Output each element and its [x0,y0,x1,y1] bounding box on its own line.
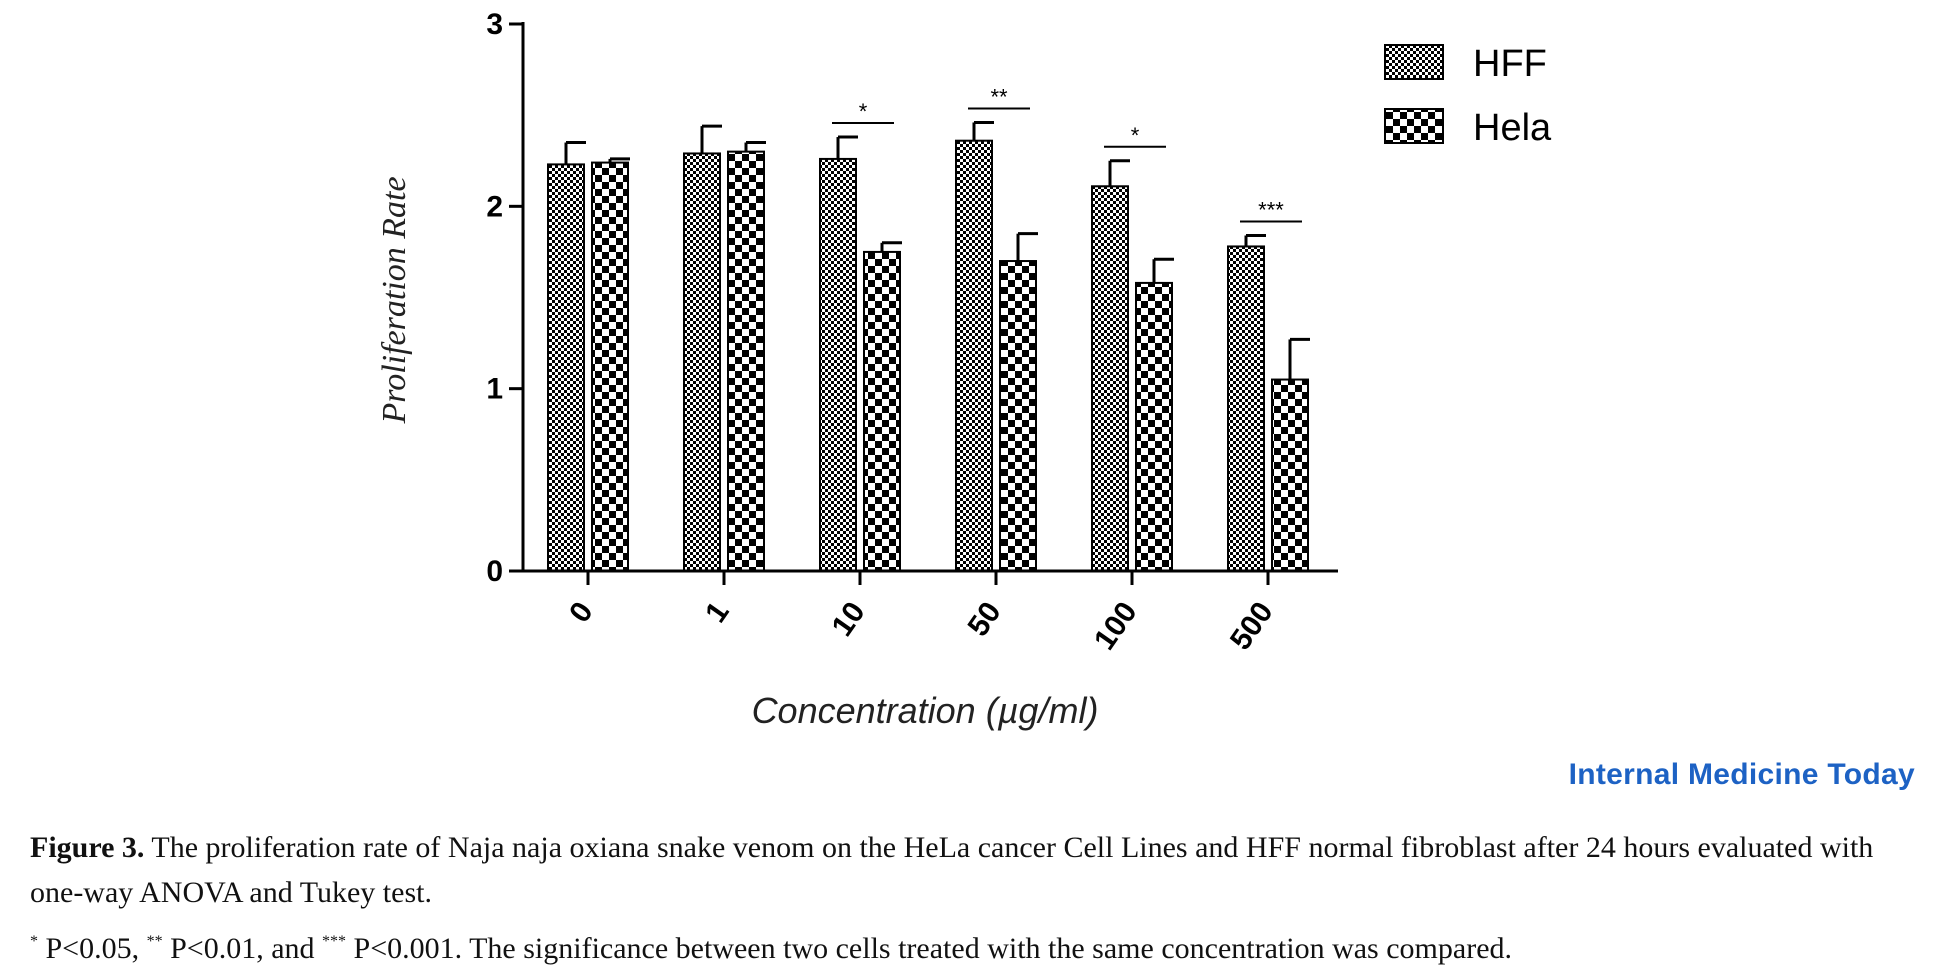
x-tick-label-500: 500 [1224,596,1280,656]
significance-mark-500: *** [1258,198,1284,223]
y-tick-label-0: 0 [486,555,503,588]
footnote-text-1: P<0.05, [38,932,147,965]
legend-label-hff: HFF [1473,43,1547,85]
y-tick-label-3: 3 [486,8,503,41]
legend-swatch-hela [1384,108,1444,144]
footnote-text-3: P<0.001. The significance between two ce… [346,932,1513,965]
journal-brand: Internal Medicine Today [1568,758,1915,791]
caption-label: Figure 3. [30,831,145,864]
significance-layer: ******* [832,84,1302,223]
error-bars-layer [564,120,1310,380]
bar-hff-10 [819,157,857,572]
x-tick-label-0: 0 [563,596,600,629]
x-axis-title: Concentration (µg/ml) [752,690,1099,731]
significance-mark-100: * [1131,123,1140,148]
bar-hff-100 [1091,185,1129,572]
legend-swatch-hff [1384,44,1444,80]
footnote-sym-1: * [30,933,38,950]
bar-hff-50 [955,139,993,572]
x-tick-label-1: 1 [699,596,736,629]
y-axis-title: Proliferation Rate [376,176,413,424]
x-tick-label-100: 100 [1088,596,1144,656]
caption-text: The proliferation rate of Naja naja oxia… [30,831,1874,909]
bar-hela-500 [1271,378,1309,572]
bar-hela-10 [863,250,901,573]
significance-footnote: * P<0.05, ** P<0.01, and *** P<0.001. Th… [30,932,1920,966]
footnote-text-2: P<0.01, and [162,932,323,965]
legend-label-hela: Hela [1473,107,1552,149]
y-tick-label-2: 2 [486,190,503,223]
legend: HFF Hela [1384,43,1552,149]
footnote-sym-2: ** [146,933,163,950]
bar-hff-1 [683,152,721,572]
significance-mark-10: * [859,99,868,124]
bar-hela-1 [727,150,765,572]
bar-hff-500 [1227,245,1265,573]
figure-caption: Figure 3. The proliferation rate of Naja… [30,825,1920,915]
x-tick-label-50: 50 [962,596,1008,642]
significance-mark-50: ** [990,84,1008,109]
bar-hela-100 [1135,281,1173,572]
bars-layer [547,139,1309,573]
y-tick-label-1: 1 [486,373,503,406]
bar-hff-0 [547,163,585,572]
bar-hela-50 [999,260,1037,572]
bar-hela-0 [591,161,629,572]
footnote-sym-3: *** [322,933,347,950]
x-tick-label-10: 10 [826,596,872,642]
